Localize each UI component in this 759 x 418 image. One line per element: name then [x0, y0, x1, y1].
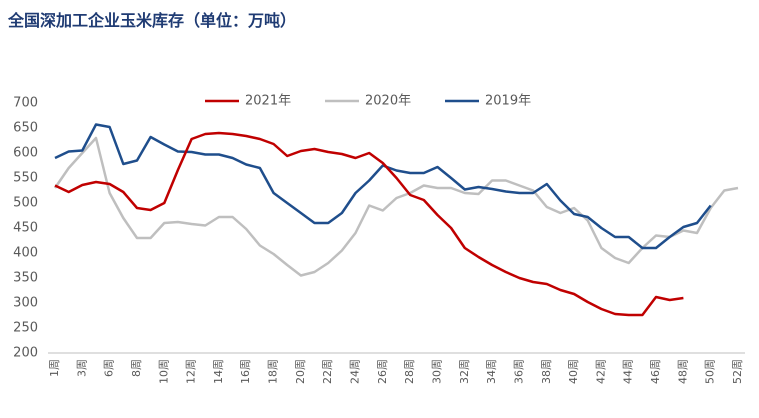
x-tick-label: 30周 — [430, 359, 443, 384]
x-tick-label: 28周 — [403, 359, 416, 384]
y-tick-label: 450 — [13, 221, 38, 236]
legend-label: 2019年 — [485, 94, 531, 109]
y-tick-label: 200 — [13, 346, 38, 361]
x-tick-label: 22周 — [321, 359, 334, 384]
series-line — [54, 131, 684, 317]
x-tick-label: 12周 — [185, 359, 198, 384]
x-tick-label: 36周 — [512, 359, 525, 384]
y-tick-label: 600 — [13, 146, 38, 161]
y-tick-label: 400 — [13, 246, 38, 261]
x-tick-label: 1周 — [48, 359, 61, 377]
x-tick-label: 16周 — [239, 359, 252, 384]
x-tick-label: 14周 — [212, 359, 225, 384]
legend-label: 2020年 — [365, 94, 411, 109]
x-tick-label: 24周 — [349, 359, 362, 384]
chart-title: 全国深加工企业玉米库存（单位：万吨） — [7, 11, 296, 30]
x-tick-label: 52周 — [731, 359, 744, 384]
x-tick-label: 38周 — [540, 359, 553, 384]
x-tick-label: 50周 — [704, 359, 717, 384]
x-tick-label: 3周 — [75, 359, 88, 377]
y-tick-label: 350 — [13, 271, 38, 286]
y-tick-label: 300 — [13, 296, 38, 311]
y-tick-label: 700 — [13, 96, 38, 111]
x-tick-label: 6周 — [103, 359, 116, 377]
x-tick-label: 18周 — [267, 359, 280, 384]
series-line — [53, 136, 739, 277]
x-tick-label: 26周 — [376, 359, 389, 384]
x-tick-label: 40周 — [567, 359, 580, 384]
y-tick-label: 500 — [13, 196, 38, 211]
x-tick-label: 10周 — [157, 359, 170, 384]
x-tick-label: 32周 — [458, 359, 471, 384]
x-tick-label: 34周 — [485, 359, 498, 384]
x-tick-label: 20周 — [294, 359, 307, 384]
legend-label: 2021年 — [245, 94, 291, 109]
y-tick-label: 250 — [13, 321, 38, 336]
x-tick-label: 46周 — [649, 359, 662, 384]
y-tick-label: 650 — [13, 121, 38, 136]
x-tick-label: 42周 — [594, 359, 607, 384]
x-tick-label: 8周 — [130, 359, 143, 377]
x-tick-label: 48周 — [676, 359, 689, 384]
x-tick-label: 44周 — [622, 359, 635, 384]
series-line — [54, 123, 712, 250]
y-tick-label: 550 — [13, 171, 38, 186]
